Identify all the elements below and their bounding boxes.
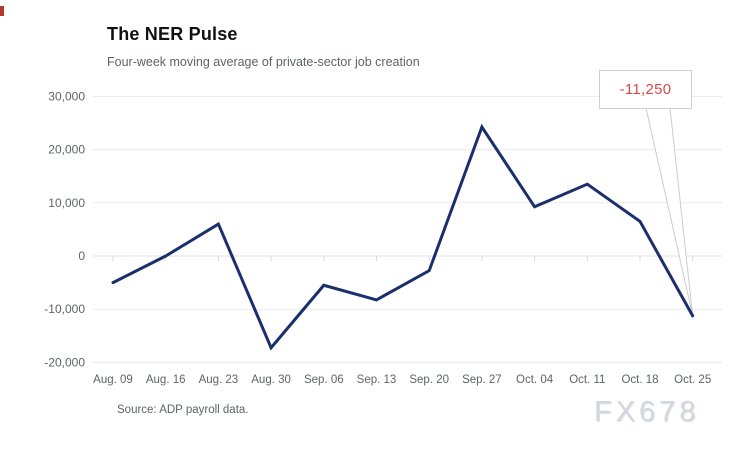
x-axis-tick-label: Oct. 04: [516, 374, 554, 386]
screen-edge-artifact: [0, 6, 4, 16]
callout-leader-line: [645, 107, 694, 316]
last-value-callout: -11,250: [599, 70, 692, 109]
callout-leader-line: [669, 107, 694, 316]
y-axis-tick-label: 0: [78, 249, 85, 263]
source-note: Source: ADP payroll data.: [117, 404, 249, 416]
x-axis-tick-label: Aug. 30: [251, 374, 291, 386]
chart-subtitle: Four-week moving average of private-sect…: [107, 55, 420, 69]
x-axis-tick-label: Sep. 13: [357, 374, 397, 386]
x-axis-tick-label: Aug. 16: [146, 374, 186, 386]
y-axis-tick-label: 30,000: [48, 89, 85, 103]
watermark-fx678: FX678: [594, 396, 700, 428]
y-axis-tick-label: 20,000: [48, 143, 85, 157]
y-axis-tick-label: -20,000: [44, 355, 85, 369]
x-axis-tick-label: Sep. 27: [462, 374, 502, 386]
x-axis-tick-label: Oct. 11: [569, 374, 605, 386]
last-value-label: -11,250: [619, 81, 672, 98]
y-axis-tick-label: 10,000: [48, 196, 85, 210]
chart-title: The NER Pulse: [107, 24, 238, 44]
x-axis-tick-label: Oct. 18: [621, 374, 658, 386]
x-axis-tick-label: Sep. 20: [409, 374, 449, 386]
x-axis-tick-label: Oct. 25: [674, 374, 711, 386]
series-line: [111, 123, 695, 351]
x-axis-tick-label: Aug. 23: [199, 374, 239, 386]
x-axis-tick-label: Aug. 09: [93, 374, 133, 386]
y-axis-tick-label: -10,000: [44, 302, 85, 316]
x-axis-tick-label: Sep. 06: [304, 374, 344, 386]
